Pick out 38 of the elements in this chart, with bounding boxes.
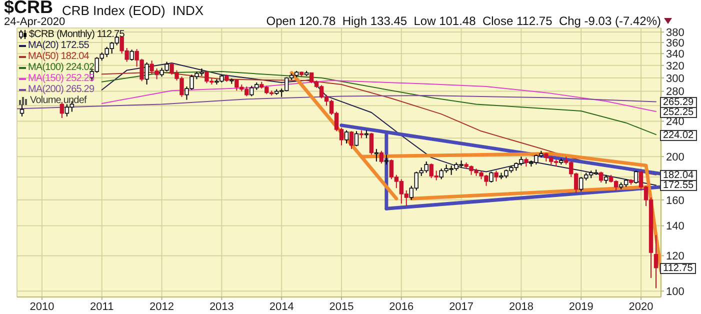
- x-tick-label: 2011: [90, 300, 114, 313]
- y-tick-label: 200: [666, 151, 684, 164]
- y-tick-label: 280: [666, 86, 684, 98]
- y-tick-label: 340: [666, 48, 684, 61]
- legend-label: MA(20) 172.55: [28, 40, 89, 51]
- legend-label: MA(50) 182.04: [28, 51, 89, 62]
- y-tick-label: 300: [666, 72, 684, 85]
- legend-label: MA(200) 265.29: [28, 84, 94, 95]
- annotation: 172.55: [660, 180, 697, 192]
- annotation: 224.02: [660, 130, 697, 141]
- y-tick-label: 160: [666, 194, 684, 207]
- text: 24-Apr-2020: [4, 16, 66, 28]
- chart-title: $CRB: [4, 0, 54, 17]
- x-tick-label: 2018: [508, 300, 534, 313]
- x-tick-label: 2019: [568, 300, 594, 313]
- x-tick-label: 2015: [329, 300, 354, 313]
- annotation: 112.75: [660, 262, 696, 274]
- x-tick-label: 2013: [209, 300, 234, 313]
- chart-subtitle: CRB Index (EOD) INDX: [62, 3, 204, 18]
- x-tick-label: 2010: [30, 300, 54, 313]
- y-tick-label: 100: [666, 286, 684, 298]
- x-tick-label: 2014: [269, 300, 294, 313]
- annotation: Volume undef: [30, 95, 86, 106]
- y-tick-label: 120: [666, 250, 684, 263]
- x-tick-label: 2017: [449, 300, 474, 313]
- annotation: 182.04: [660, 170, 697, 181]
- y-tick-label: 360: [666, 37, 684, 50]
- y-tick-label: 140: [666, 220, 684, 233]
- x-tick-label: 2016: [389, 300, 414, 313]
- x-tick-label: 2020: [628, 300, 654, 313]
- legend-label: MA(100) 224.02: [28, 62, 94, 73]
- y-tick-label: 320: [666, 60, 684, 72]
- legend-label: $CRB (Monthly) 112.75: [29, 29, 124, 40]
- annotation: 265.29: [660, 96, 697, 108]
- x-tick-label: 2012: [150, 300, 174, 313]
- annotation: 252.25: [660, 106, 697, 118]
- text: Open 120.78 High 133.45 Low 101.48 Close 112.75 Chg -9.03 (-7.42%): [266, 14, 661, 28]
- y-tick-label: 380: [666, 26, 684, 39]
